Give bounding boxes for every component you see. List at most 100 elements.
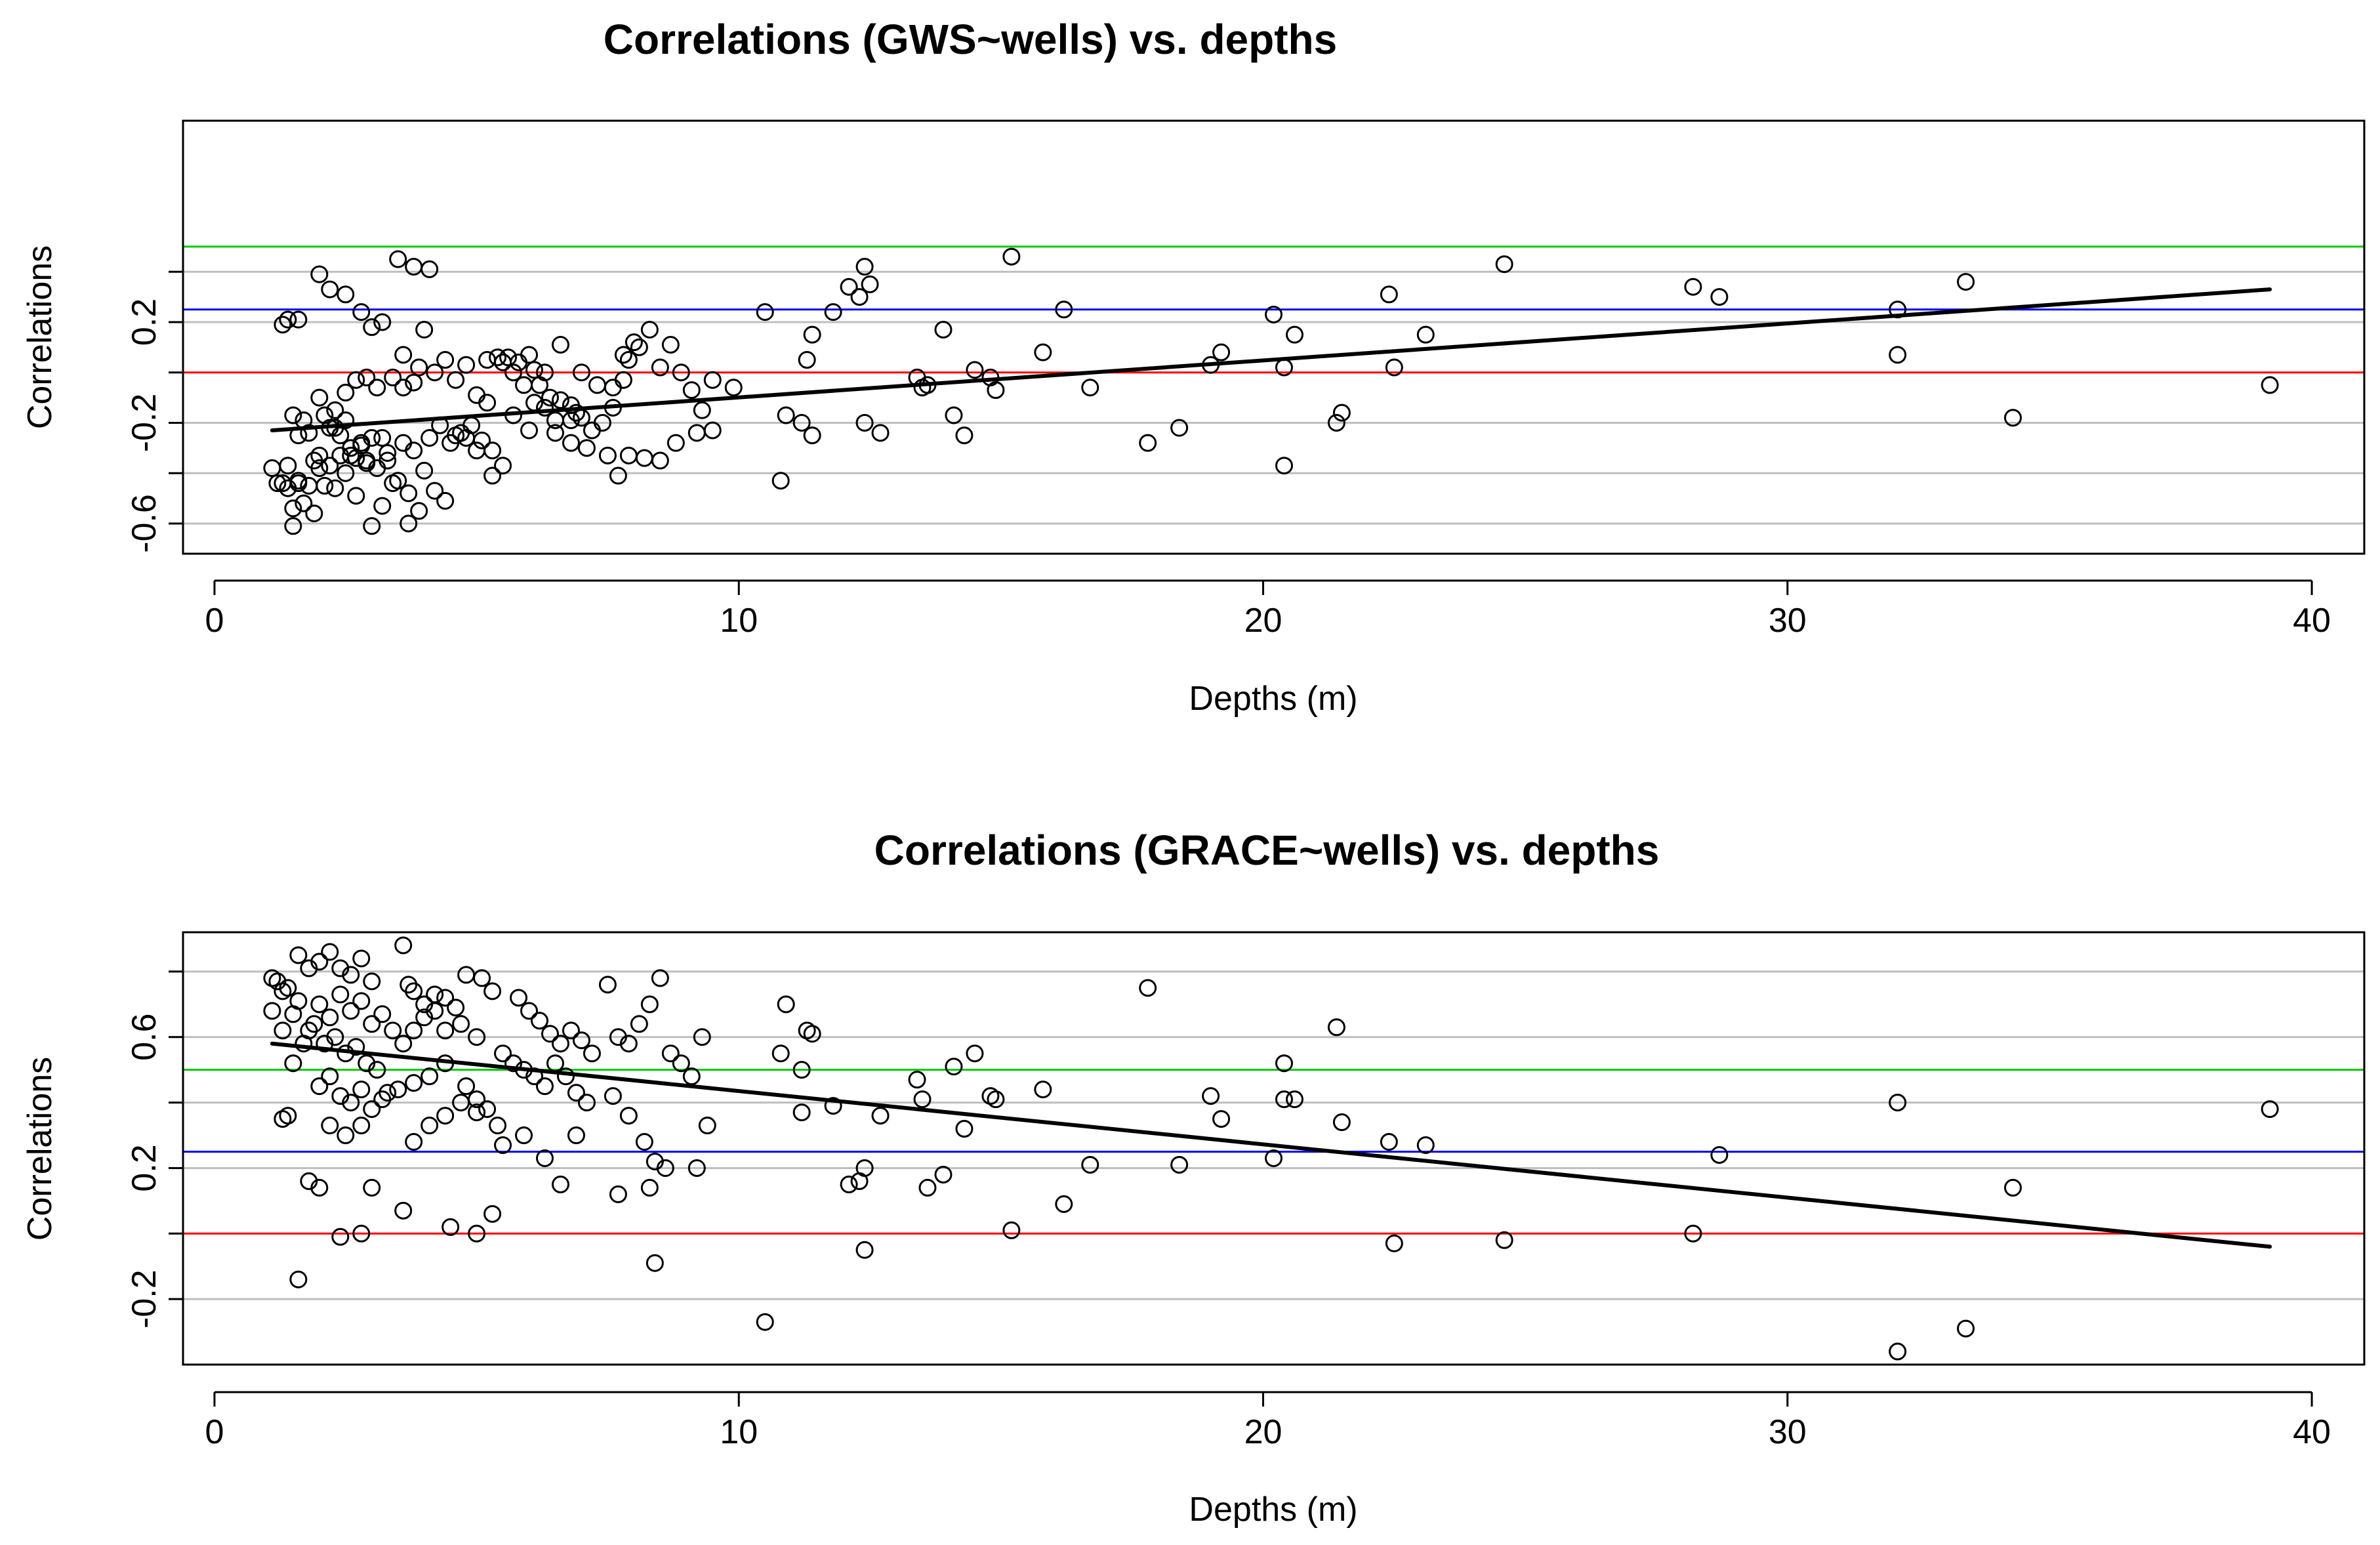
chart-grace-x-axis: 0 10 20 30 40 (205, 1391, 2331, 1451)
chart-gws-data-point (337, 285, 355, 304)
chart-grace-data-point (447, 999, 465, 1017)
chart-gws-points (263, 247, 2279, 535)
chart-gws-data-point (284, 406, 302, 424)
chart-grace-data-point (640, 1178, 659, 1197)
chart-gws-data-point (352, 434, 371, 452)
chart-gws-data-point (394, 346, 413, 364)
chart-gws-data-point (945, 406, 963, 424)
chart-grace-data-point (363, 972, 381, 991)
chart-gws-data-point (363, 318, 381, 337)
chart-gws-data-point (955, 426, 974, 445)
chart-gws-data-point (421, 260, 439, 278)
chart-grace-data-point (426, 1002, 444, 1020)
chart-gws-data-point (2003, 409, 2022, 427)
chart-gws-data-point (672, 363, 690, 382)
chart-grace-x-tick-label: 0 (205, 1413, 224, 1451)
chart-gws-data-point (687, 424, 706, 442)
chart-gws-data-point (840, 278, 858, 296)
chart-gws-data-point (468, 442, 486, 460)
chart-gws: Correlations (GWS~wells) vs. depths 0 10 2… (21, 16, 2366, 718)
chart-gws-data-point (499, 348, 518, 367)
chart-grace-data-point (263, 1002, 281, 1020)
chart-gws-data-point (447, 371, 465, 389)
chart-grace-data-point (572, 1031, 590, 1050)
chart-grace-x-axis-label: Depths (m) (1189, 1491, 1357, 1529)
chart-gws-data-point (803, 426, 821, 445)
chart-gws-data-point (536, 398, 554, 417)
chart-gws-data-point (1710, 288, 1729, 306)
chart-grace-x-tick-label: 40 (2293, 1413, 2331, 1451)
chart-grace-data-point (567, 1126, 585, 1145)
chart-gws-data-point (572, 363, 590, 382)
chart-grace-data-point (483, 982, 502, 1000)
chart-gws-data-point (1385, 358, 1403, 377)
chart-gws-data-point (316, 476, 334, 495)
chart-grace-data-point (331, 1227, 350, 1246)
chart-grace-data-point (520, 1002, 539, 1020)
chart-gws-y-tick-label: 0.2 (125, 299, 163, 346)
chart-gws-data-point (483, 466, 502, 485)
chart-gws-data-point (342, 446, 360, 464)
chart-grace-grid (183, 970, 2364, 1300)
chart-grace-data-point (908, 1071, 926, 1089)
chart-gws-data-point (400, 484, 418, 503)
chart-grace-data-point (562, 1021, 580, 1040)
chart-grace-data-point (489, 1117, 507, 1135)
chart-grace-data-point (567, 1084, 585, 1102)
chart-gws-y-tick-label: -0.6 (125, 494, 163, 553)
chart-grace-data-point (1380, 1133, 1398, 1151)
chart-gws-data-point (562, 411, 580, 430)
chart-gws-data-point (792, 413, 811, 432)
chart-grace-data-point (326, 1028, 344, 1046)
chart-gws-grid (183, 270, 2364, 525)
chart-gws-data-point (421, 428, 439, 447)
chart-gws-data-point (405, 442, 423, 460)
chart-grace-data-point (945, 1058, 963, 1076)
chart-gws-data-point (520, 421, 539, 440)
chart-grace-data-point (1275, 1090, 1293, 1109)
chart-grace-data-point (855, 1159, 874, 1177)
chart-grace-data-point (394, 936, 413, 955)
chart-gws-title: Correlations (GWS~wells) vs. depths (604, 16, 1337, 63)
chart-grace-data-point (457, 1077, 476, 1096)
chart-gws-data-point (583, 421, 601, 440)
chart-grace-data-point (871, 1107, 890, 1125)
chart-grace-data-point (494, 1044, 512, 1063)
chart-gws-data-point (651, 358, 669, 377)
chart-grace-data-point (2261, 1100, 2279, 1119)
chart-grace-data-point (1710, 1145, 1729, 1164)
chart-gws-data-point (1170, 419, 1189, 437)
chart-grace-data-point (284, 1054, 302, 1073)
chart-grace-data-point (918, 1178, 937, 1197)
chart-grace-data-point (494, 1136, 512, 1155)
chart-grace-data-point (840, 1175, 858, 1193)
chart-grace-data-point (640, 995, 659, 1014)
chart-gws-data-point (1332, 403, 1351, 422)
chart-grace-data-point (310, 953, 329, 971)
chart-grace-data-point (536, 1149, 554, 1167)
chart-grace-data-point (421, 1067, 439, 1086)
chart-gws-data-point (1495, 255, 1513, 274)
chart-grace-data-point (342, 966, 360, 984)
chart-grace-data-point (321, 1008, 339, 1027)
chart-gws-data-point (934, 320, 953, 339)
chart-gws-data-point (703, 371, 722, 389)
chart-gws-data-point (358, 454, 376, 472)
chart-gws-data-point (682, 381, 701, 400)
chart-grace-data-point (855, 1241, 874, 1259)
chart-gws-data-point (520, 346, 539, 364)
chart-grace-data-point (1034, 1081, 1052, 1099)
chart-gws-y-axis-label: Correlations (21, 245, 59, 429)
chart-grace-title: Correlations (GRACE~wells) vs. depths (874, 827, 1660, 874)
chart-gws-data-point (326, 479, 344, 497)
chart-grace-data-point (1327, 1018, 1345, 1037)
chart-grace-data-point (468, 1224, 486, 1243)
chart-gws-data-point (619, 446, 638, 464)
chart-gws-data-point (724, 379, 743, 397)
chart-grace-data-point (352, 992, 371, 1010)
chart-gws-data-point (577, 439, 596, 457)
chart-gws-data-point (756, 303, 774, 321)
chart-gws-data-point (855, 413, 874, 432)
chart-grace-data-point (368, 1061, 386, 1079)
chart-grace-data-point (352, 1117, 371, 1135)
